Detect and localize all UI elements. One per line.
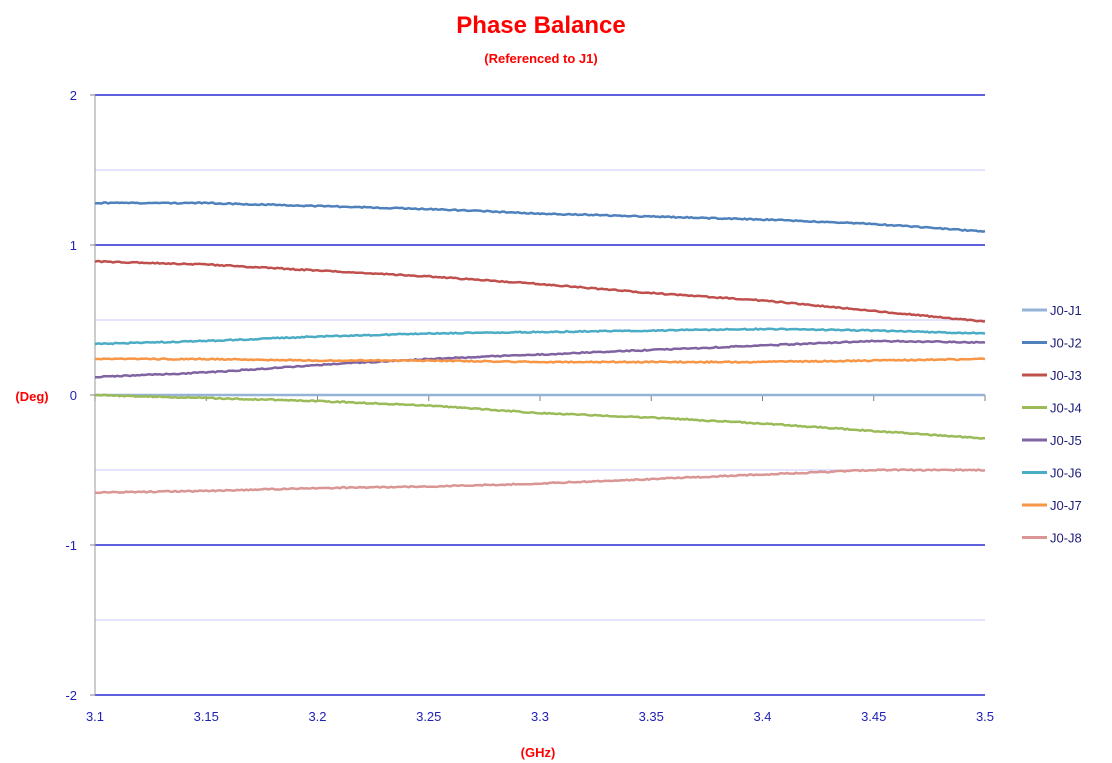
legend-label: J0-J5 bbox=[1050, 433, 1082, 448]
series-line-j0-j5 bbox=[95, 339, 986, 379]
plot-series bbox=[94, 201, 986, 495]
x-tick-label: 3.45 bbox=[861, 709, 886, 724]
series-line-j0-j6 bbox=[94, 327, 986, 346]
chart-legend: J0-J1 J0-J2 J0-J3 J0-J4 J0-J5 J0-J6 J0-J7 J0-J8 bbox=[1022, 303, 1082, 546]
y-tick-label: -2 bbox=[65, 688, 77, 703]
legend-label: J0-J3 bbox=[1050, 368, 1082, 383]
series-line-j0-j8 bbox=[94, 468, 986, 495]
series-line-j0-j2 bbox=[94, 201, 986, 233]
legend-label: J0-J4 bbox=[1050, 401, 1082, 416]
legend-label: J0-J6 bbox=[1050, 466, 1082, 481]
series-line-j0-j4 bbox=[94, 393, 985, 440]
x-tick-label: 3.35 bbox=[639, 709, 664, 724]
x-tick-label: 3.4 bbox=[753, 709, 771, 724]
x-tick-label: 3.1 bbox=[86, 709, 104, 724]
y-tick-label: 0 bbox=[70, 388, 77, 403]
chart-title: Phase Balance bbox=[456, 12, 625, 39]
x-tick-label: 3.25 bbox=[416, 709, 441, 724]
chart-subtitle: (Referenced to J1) bbox=[484, 51, 597, 66]
x-axis-label: (GHz) bbox=[521, 745, 556, 760]
legend-label: J0-J7 bbox=[1050, 498, 1082, 513]
y-tick-label: -1 bbox=[65, 538, 77, 553]
series-line-j0-j7 bbox=[94, 357, 986, 364]
series-line-j0-j3 bbox=[94, 259, 986, 323]
x-tick-label: 3.15 bbox=[194, 709, 219, 724]
x-tick-label: 3.2 bbox=[308, 709, 326, 724]
legend-label: J0-J8 bbox=[1050, 531, 1082, 546]
y-tick-label: 1 bbox=[70, 238, 77, 253]
legend-label: J0-J1 bbox=[1050, 303, 1082, 318]
x-tick-label: 3.3 bbox=[531, 709, 549, 724]
tick-labels: 3.1 3.15 3.2 3.25 3.3 3.35 3.4 3.45 3.5 2 1 0 -1 -2 bbox=[65, 88, 994, 724]
x-tick-label: 3.5 bbox=[976, 709, 994, 724]
grid-lines bbox=[95, 94, 985, 696]
legend-label: J0-J2 bbox=[1050, 336, 1082, 351]
y-tick-label: 2 bbox=[70, 88, 77, 103]
y-axis-label: (Deg) bbox=[15, 389, 48, 404]
